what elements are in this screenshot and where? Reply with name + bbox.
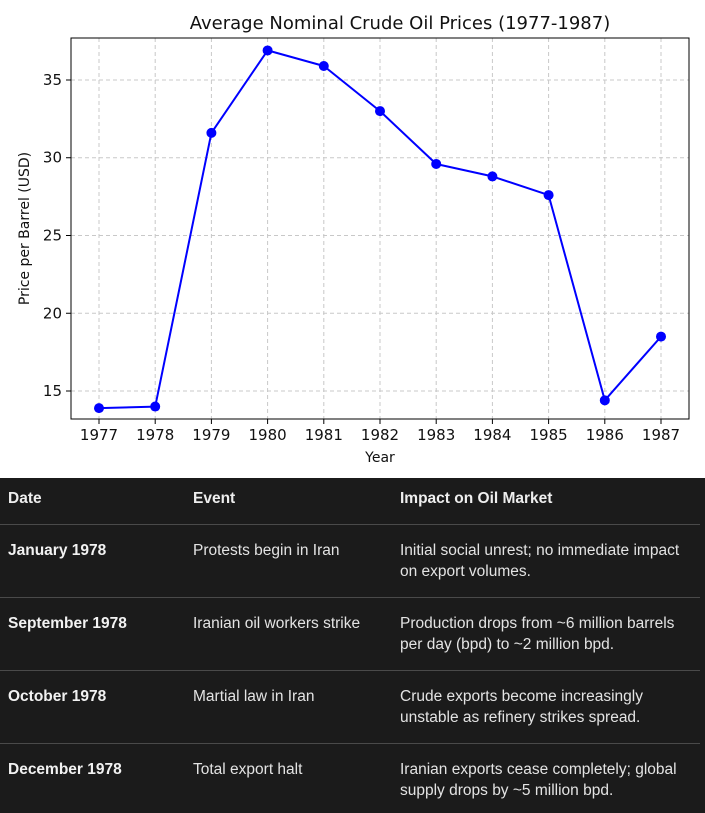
row-date: October 1978 bbox=[0, 670, 185, 744]
line-chart: 1977 1978 1979 1980 1981 1982 1983 1984 1985 1986… bbox=[17, 13, 690, 466]
data-point bbox=[94, 403, 104, 414]
data-point bbox=[318, 60, 329, 71]
y-tick-label: 25 bbox=[43, 226, 62, 244]
row-impact: Initial social unrest; no immediate impa… bbox=[392, 524, 700, 598]
table-row: January 1978 Protests begin in Iran Init… bbox=[0, 524, 700, 598]
x-tick-label: 1982 bbox=[361, 426, 399, 444]
header-impact: Impact on Oil Market bbox=[392, 478, 700, 525]
x-axis-label: Year bbox=[364, 450, 395, 466]
row-event: Martial law in Iran bbox=[185, 670, 392, 744]
y-tick-label: 30 bbox=[43, 149, 62, 167]
row-date: September 1978 bbox=[0, 597, 185, 671]
row-date: December 1978 bbox=[8, 760, 122, 778]
header-date: Date bbox=[0, 478, 185, 525]
data-point bbox=[150, 401, 161, 412]
chart-title: Average Nominal Crude Oil Prices (1977-1… bbox=[190, 13, 610, 34]
data-point bbox=[599, 395, 610, 406]
row-date: January 1978 bbox=[0, 524, 185, 598]
data-point bbox=[431, 158, 442, 169]
table-header-row: Date Event Impact on Oil Market bbox=[0, 478, 700, 525]
y-tick-label: 15 bbox=[43, 382, 62, 400]
x-tick-label: 1984 bbox=[473, 426, 511, 444]
x-tick-label: 1980 bbox=[249, 426, 287, 444]
header-event: Event bbox=[185, 478, 392, 525]
x-tick-label: 1979 bbox=[192, 426, 230, 444]
row-impact: Crude exports become increasingly unstab… bbox=[392, 670, 700, 744]
data-point bbox=[262, 45, 273, 56]
data-point bbox=[487, 171, 498, 182]
data-point bbox=[543, 190, 554, 201]
table-row: October 1978 Martial law in Iran Crude e… bbox=[0, 670, 700, 744]
x-tick-label: 1987 bbox=[642, 426, 680, 444]
events-table: Date Event Impact on Oil Market January … bbox=[0, 478, 700, 813]
x-tick-label: 1981 bbox=[305, 426, 343, 444]
row-event: Iranian oil workers strike bbox=[185, 597, 392, 671]
data-point bbox=[656, 331, 666, 342]
table-row: December 1978 Total export halt Iranian … bbox=[0, 743, 700, 813]
x-tick-label: 1977 bbox=[80, 426, 118, 444]
x-tick-label: 1986 bbox=[586, 426, 624, 444]
row-impact: Iranian exports cease completely; global… bbox=[400, 760, 677, 799]
x-tick-label: 1978 bbox=[136, 426, 174, 444]
row-event: Total export halt bbox=[193, 760, 303, 778]
y-tick-label: 35 bbox=[43, 71, 62, 89]
events-table-panel: Date Event Impact on Oil Market January … bbox=[0, 478, 705, 813]
data-point bbox=[206, 127, 217, 138]
y-tick-label: 20 bbox=[43, 304, 62, 322]
x-tick-label: 1985 bbox=[530, 426, 568, 444]
data-point bbox=[375, 106, 385, 117]
x-tick-label: 1983 bbox=[417, 426, 455, 444]
chart-area: 1977 1978 1979 1980 1981 1982 1983 1984 1985 1986… bbox=[17, 13, 690, 466]
row-impact: Production drops from ~6 million barrels… bbox=[392, 597, 700, 671]
y-axis-label: Price per Barrel (USD) bbox=[17, 152, 33, 305]
table-row: September 1978 Iranian oil workers strik… bbox=[0, 597, 700, 671]
row-event: Protests begin in Iran bbox=[185, 524, 392, 598]
